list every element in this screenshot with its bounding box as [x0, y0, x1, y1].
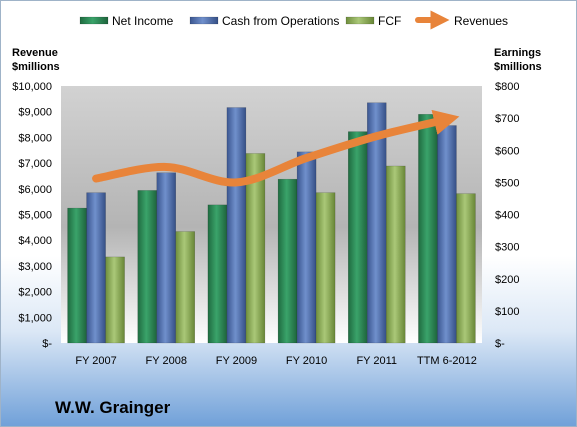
legend-net-income-swatch — [79, 16, 109, 25]
right-axis: $- $100 $200 $300 $400 $500 $600 $700 $800 — [495, 81, 519, 350]
right-tick-label: $800 — [495, 81, 519, 93]
right-tick-label: $500 — [495, 177, 519, 189]
left-tick-label: $6,000 — [18, 184, 52, 196]
category-label: TTM 6-2012 — [417, 355, 477, 367]
left-tick-label: $9,000 — [18, 107, 52, 119]
fcf-bar — [456, 193, 476, 344]
left-axis-title-line2: $millions — [12, 61, 60, 73]
cash-from-operations-bar — [437, 125, 457, 344]
right-tick-label: $- — [495, 338, 505, 350]
left-tick-label: $2,000 — [18, 287, 52, 299]
legend-cash-from-operations-swatch — [189, 16, 219, 25]
right-tick-label: $700 — [495, 113, 519, 125]
net-income-bar — [67, 207, 87, 344]
cash-from-operations-bar — [226, 107, 247, 344]
category-label: FY 2009 — [216, 355, 257, 367]
left-tick-label: $4,000 — [18, 235, 52, 247]
right-axis-title-line1: Earnings — [494, 47, 541, 59]
legend-cash-from-operations-label: Cash from Operations — [222, 14, 339, 28]
left-axis: $- $1,000 $2,000 $3,000 $4,000 $5,000 $6,000 $7… — [12, 81, 52, 350]
right-tick-label: $100 — [495, 306, 519, 318]
net-income-bar — [277, 178, 298, 344]
net-income-bar — [207, 204, 228, 344]
left-tick-label: $5,000 — [18, 210, 52, 222]
left-axis-title-line1: Revenue — [12, 47, 58, 59]
left-tick-label: $7,000 — [18, 158, 52, 170]
fcf-bar — [105, 256, 125, 344]
fcf-bar — [245, 153, 266, 344]
legend-revenues-label: Revenues — [454, 14, 508, 28]
revenues-line — [92, 109, 460, 187]
legend-fcf-swatch — [345, 16, 375, 25]
fcf-bar — [315, 192, 336, 344]
right-tick-label: $300 — [495, 242, 519, 254]
left-tick-label: $10,000 — [12, 81, 52, 93]
right-tick-label: $600 — [495, 145, 519, 157]
cash-from-operations-bar — [86, 192, 106, 344]
legend-fcf-label: FCF — [378, 14, 401, 28]
left-tick-label: $3,000 — [18, 261, 52, 273]
fcf-bar — [175, 231, 195, 344]
legend-net-income-label: Net Income — [112, 14, 174, 28]
category-label: FY 2011 — [356, 355, 397, 367]
cash-from-operations-bar — [156, 172, 176, 344]
fcf-bar — [386, 165, 406, 344]
left-tick-label: $8,000 — [18, 132, 52, 144]
right-tick-label: $200 — [495, 274, 519, 286]
cash-from-operations-bar — [296, 151, 317, 344]
right-tick-label: $400 — [495, 210, 519, 222]
category-labels: FY 2007 FY 2008 FY 2009 FY 2010 FY 2011 TTM 6… — [75, 355, 476, 367]
net-income-bar — [348, 131, 368, 344]
category-label: FY 2007 — [75, 355, 116, 367]
company-name: W.W. Grainger — [55, 398, 171, 417]
revenue-line-layer — [92, 109, 460, 187]
category-label: FY 2008 — [146, 355, 187, 367]
right-axis-title-line2: $millions — [494, 61, 542, 73]
left-tick-label: $- — [42, 338, 52, 350]
bars — [67, 102, 476, 344]
category-label: FY 2010 — [286, 355, 327, 367]
net-income-bar — [418, 114, 438, 344]
net-income-bar — [137, 190, 157, 344]
left-tick-label: $1,000 — [18, 312, 52, 324]
legend: Net Income Cash from Operations FCF Revenue… — [79, 10, 508, 30]
